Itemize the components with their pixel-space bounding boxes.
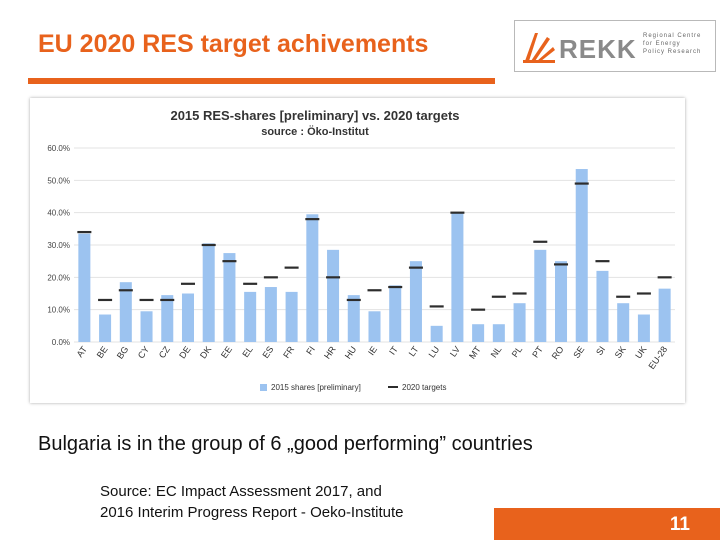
bar-bg xyxy=(119,282,132,342)
x-tick-label: BE xyxy=(95,344,110,360)
bar-eu-28 xyxy=(658,288,671,342)
bar-dk xyxy=(202,243,215,342)
x-tick-label: UK xyxy=(633,344,648,360)
y-tick-label: 20.0% xyxy=(47,273,70,282)
x-tick-label: EE xyxy=(219,344,234,360)
x-axis-ticks: AT BE BG CY CZ DE DK EE EL ES FR FI HR HU IE IT LT LU LV MT… xyxy=(75,344,670,371)
slide-caption: Bulgaria is in the group of 6 „good perf… xyxy=(38,433,533,455)
legend-swatch-shares xyxy=(260,384,267,391)
bar-at xyxy=(78,233,91,342)
y-tick-label: 0.0% xyxy=(52,338,70,347)
chart-subtitle: source : Öko-Institut xyxy=(261,125,369,138)
y-tick-label: 60.0% xyxy=(47,144,70,153)
bar-hu xyxy=(347,295,360,342)
x-tick-label: LV xyxy=(448,344,462,358)
x-tick-label: DE xyxy=(177,344,192,360)
slide-title: EU 2020 RES target achivements xyxy=(38,30,429,58)
bar-sk xyxy=(617,303,630,342)
x-tick-label: NL xyxy=(489,344,504,359)
x-tick-label: SI xyxy=(594,344,607,357)
bar-ro xyxy=(555,261,568,342)
x-tick-label: LT xyxy=(407,344,421,358)
x-tick-label: SK xyxy=(613,344,628,360)
x-tick-label: DK xyxy=(198,344,213,360)
legend-label-targets: 2020 targets xyxy=(402,383,446,392)
x-tick-label: LU xyxy=(427,344,442,359)
x-tick-label: PT xyxy=(530,344,545,360)
y-tick-label: 10.0% xyxy=(47,306,70,315)
rekk-logo: REKK Regional Centre for Energy Policy R… xyxy=(514,20,716,72)
bar-be xyxy=(99,314,112,342)
x-tick-label: CZ xyxy=(157,344,172,360)
bar-pl xyxy=(513,303,526,342)
source-note: Source: EC Impact Assessment 2017, and 2… xyxy=(100,481,403,523)
legend: 2015 shares [preliminary] 2020 targets xyxy=(260,383,446,392)
x-tick-label: IE xyxy=(366,344,379,357)
page-number-bar: 11 xyxy=(494,508,720,540)
logo-tagline-line: for Energy xyxy=(643,41,681,47)
bar-se xyxy=(575,169,588,342)
y-axis-ticks: 0.0% 10.0% 20.0% 30.0% 40.0% 50.0% 60.0% xyxy=(47,144,70,347)
target-markers xyxy=(77,182,672,311)
bars xyxy=(78,169,671,342)
logo-wordmark: REKK xyxy=(559,34,637,64)
title-underline xyxy=(28,78,495,84)
x-tick-label: FI xyxy=(304,344,317,356)
bar-nl xyxy=(492,324,505,342)
bar-es xyxy=(264,287,277,342)
x-tick-label: SE xyxy=(571,344,586,360)
bar-it xyxy=(389,285,402,342)
x-tick-label: ES xyxy=(260,344,275,360)
x-tick-label: PL xyxy=(510,344,525,359)
y-tick-label: 50.0% xyxy=(47,176,70,185)
bar-de xyxy=(181,293,194,342)
chart-frame: 2015 RES-shares [preliminary] vs. 2020 t… xyxy=(30,98,685,403)
bar-hr xyxy=(327,249,340,342)
bar-pt xyxy=(534,249,547,342)
bar-fi xyxy=(306,214,319,342)
bar-cz xyxy=(161,295,174,342)
x-tick-label: IT xyxy=(387,344,400,357)
legend-label-shares: 2015 shares [preliminary] xyxy=(271,383,361,392)
x-tick-label: EU-28 xyxy=(646,344,669,371)
x-tick-label: FR xyxy=(281,344,296,360)
page-number: 11 xyxy=(669,514,690,535)
x-tick-label: RO xyxy=(550,344,566,361)
bar-fr xyxy=(285,291,298,342)
source-line: 2016 Interim Progress Report - Oeko-Inst… xyxy=(100,504,404,521)
rekk-logo-icon xyxy=(523,33,555,63)
chart-title: 2015 RES-shares [preliminary] vs. 2020 t… xyxy=(170,108,459,123)
bar-lu xyxy=(430,325,443,342)
x-tick-label: MT xyxy=(467,344,483,361)
x-tick-label: CY xyxy=(136,344,151,360)
gridlines xyxy=(74,147,675,343)
bar-lv xyxy=(451,212,464,342)
bar-lt xyxy=(409,261,422,342)
x-tick-label: EL xyxy=(240,344,255,359)
bar-mt xyxy=(472,324,485,342)
x-tick-label: BG xyxy=(115,344,131,360)
res-share-chart: 2015 RES-shares [preliminary] vs. 2020 t… xyxy=(47,108,675,392)
y-tick-label: 30.0% xyxy=(47,241,70,250)
logo-tagline-line: Regional Centre xyxy=(643,33,702,39)
bar-ee xyxy=(223,253,236,342)
source-line: Source: EC Impact Assessment 2017, and xyxy=(100,483,382,500)
x-tick-label: HU xyxy=(343,344,359,360)
bar-el xyxy=(244,291,257,342)
bar-ie xyxy=(368,311,381,342)
y-tick-label: 40.0% xyxy=(47,209,70,218)
logo-tagline: Regional Centre for Energy Policy Resear… xyxy=(643,32,701,56)
bar-si xyxy=(596,270,609,342)
logo-tagline-line: Policy Research xyxy=(643,49,702,55)
bar-cy xyxy=(140,311,153,342)
x-tick-label: AT xyxy=(75,344,90,359)
x-tick-label: HR xyxy=(322,344,338,361)
bar-uk xyxy=(637,314,650,342)
